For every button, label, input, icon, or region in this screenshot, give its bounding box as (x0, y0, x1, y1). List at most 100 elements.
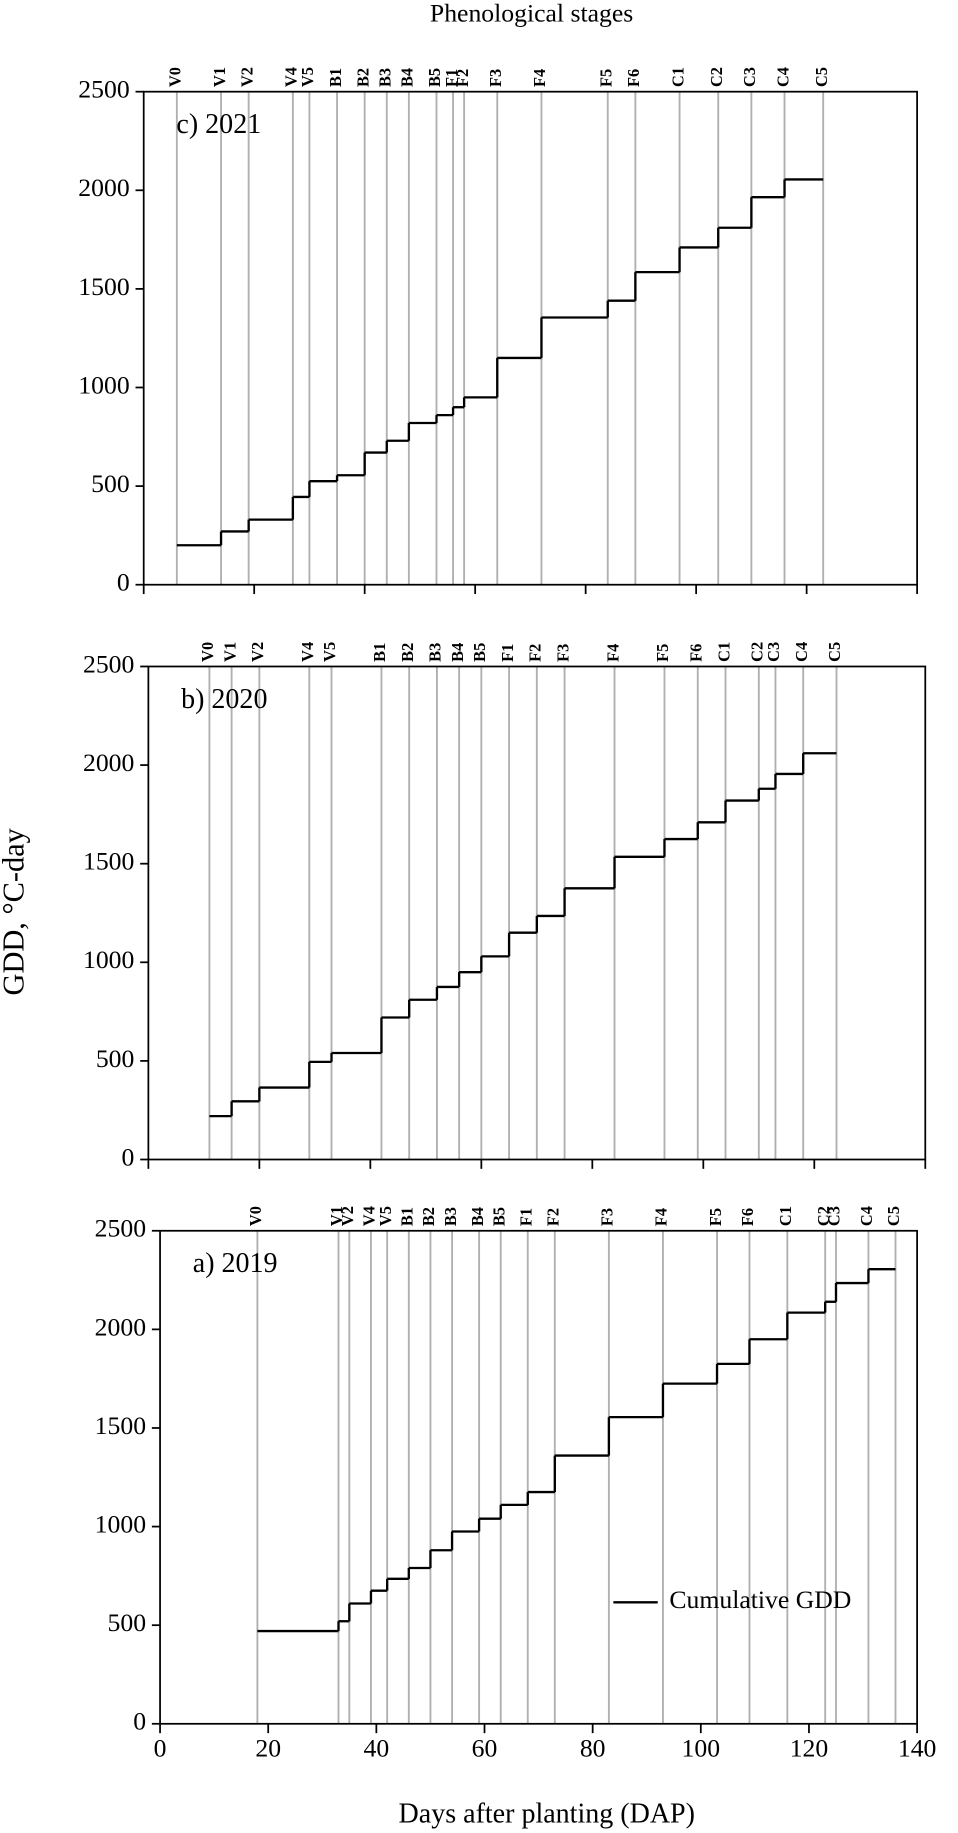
stage-label: F2 (526, 644, 545, 662)
stage-label: F5 (706, 1208, 725, 1226)
stage-label: B2 (398, 643, 417, 662)
stage-label: C1 (668, 67, 687, 87)
stage-label: F5 (596, 69, 615, 87)
stage-label: V2 (338, 1206, 357, 1226)
stage-label: B5 (489, 1207, 508, 1226)
stage-label: V0 (198, 642, 217, 662)
stage-label: V2 (237, 67, 256, 87)
plot-frame (147, 665, 927, 1161)
y-tick-label: 0 (122, 1142, 135, 1171)
stage-label: B5 (470, 643, 489, 662)
stage-label: C1 (776, 1206, 795, 1226)
plot-frame (159, 1229, 918, 1725)
stage-label: F3 (598, 1208, 617, 1226)
stage-label: B3 (426, 643, 445, 662)
stage-label: F6 (624, 69, 643, 87)
stage-label: V0 (166, 67, 185, 87)
x-tick-label: 140 (898, 1734, 937, 1763)
stage-label: C5 (884, 1206, 903, 1226)
stage-label: B2 (419, 1207, 438, 1226)
panel-label: b) 2020 (181, 684, 267, 715)
stage-label: C4 (792, 642, 811, 662)
x-axis-label: Days after planting (DAP) (399, 1799, 695, 1830)
y-tick-label: 1000 (78, 370, 129, 399)
x-tick-label: 80 (580, 1734, 606, 1763)
y-tick-label: 1500 (78, 272, 129, 301)
stage-label: V1 (220, 642, 239, 662)
y-tick-label: 1000 (83, 945, 134, 974)
x-tick-label: 0 (154, 1734, 167, 1763)
plot-frame (142, 90, 918, 586)
stage-label: B3 (441, 1207, 460, 1226)
stage-label: F3 (486, 69, 505, 87)
y-tick-label: 2500 (83, 649, 134, 678)
stage-label: B1 (326, 68, 345, 87)
stage-label: V0 (246, 1206, 265, 1226)
stage-label: B4 (398, 68, 417, 87)
y-tick-label: 0 (133, 1707, 146, 1736)
y-tick-label: 500 (108, 1608, 147, 1637)
stage-label: C5 (825, 642, 844, 662)
stage-label: C2 (814, 1206, 833, 1226)
y-axis-label: GDD, °C-day (0, 827, 30, 995)
stage-label: V5 (376, 1206, 395, 1226)
y-tick-label: 500 (96, 1044, 135, 1073)
stage-label: C3 (740, 67, 759, 87)
stage-label: B4 (448, 643, 467, 662)
x-tick-label: 40 (364, 1734, 390, 1763)
stage-label: B4 (468, 1207, 487, 1226)
stage-label: C2 (748, 642, 767, 662)
stage-label: V1 (327, 1206, 346, 1226)
stage-label: F1 (442, 69, 461, 87)
panel-label: c) 2021 (176, 109, 261, 140)
stage-label: F5 (653, 644, 672, 662)
stage-label: B5 (425, 68, 444, 87)
stage-label: V1 (210, 67, 229, 87)
y-tick-label: 1000 (95, 1509, 146, 1538)
x-tick-label: 20 (255, 1734, 281, 1763)
stage-label: C3 (764, 642, 783, 662)
legend-label: Cumulative GDD (669, 1585, 851, 1614)
stage-label: C2 (707, 67, 726, 87)
stage-label: C5 (812, 67, 831, 87)
stage-label: F3 (553, 644, 572, 662)
x-tick-label: 60 (472, 1734, 498, 1763)
stage-label: B1 (398, 1207, 417, 1226)
stage-label: C3 (825, 1206, 844, 1226)
stage-label: F4 (652, 1208, 671, 1226)
stage-label: C4 (857, 1206, 876, 1226)
y-tick-label: 2500 (78, 75, 129, 104)
y-tick-label: 1500 (83, 847, 134, 876)
y-tick-label: 2000 (95, 1312, 146, 1341)
y-tick-label: 2500 (95, 1214, 146, 1243)
x-tick-label: 120 (790, 1734, 829, 1763)
stage-label: V5 (298, 67, 317, 87)
stage-label: B2 (353, 68, 372, 87)
y-tick-label: 1500 (95, 1411, 146, 1440)
stage-label: B3 (376, 68, 395, 87)
chart-title: Phenological stages (430, 0, 633, 28)
stage-label: F1 (517, 1208, 536, 1226)
stage-label: V4 (360, 1206, 379, 1226)
stage-label: F2 (453, 69, 472, 87)
stage-label: F4 (530, 69, 549, 87)
y-tick-label: 500 (91, 469, 130, 498)
stage-label: V2 (248, 642, 267, 662)
stage-label: C1 (714, 642, 733, 662)
y-tick-label: 2000 (78, 173, 129, 202)
stage-label: F2 (544, 1208, 563, 1226)
x-tick-label: 100 (682, 1734, 721, 1763)
stage-label: V5 (320, 642, 339, 662)
stage-label: F6 (687, 644, 706, 662)
stage-label: F6 (738, 1208, 757, 1226)
stage-label: B1 (370, 643, 389, 662)
stage-label: V4 (282, 67, 301, 87)
panel-label: a) 2019 (193, 1248, 278, 1279)
stage-label: F1 (498, 644, 517, 662)
y-tick-label: 0 (117, 568, 130, 597)
stage-label: V4 (298, 642, 317, 662)
y-tick-label: 2000 (83, 748, 134, 777)
stage-label: F4 (603, 644, 622, 662)
